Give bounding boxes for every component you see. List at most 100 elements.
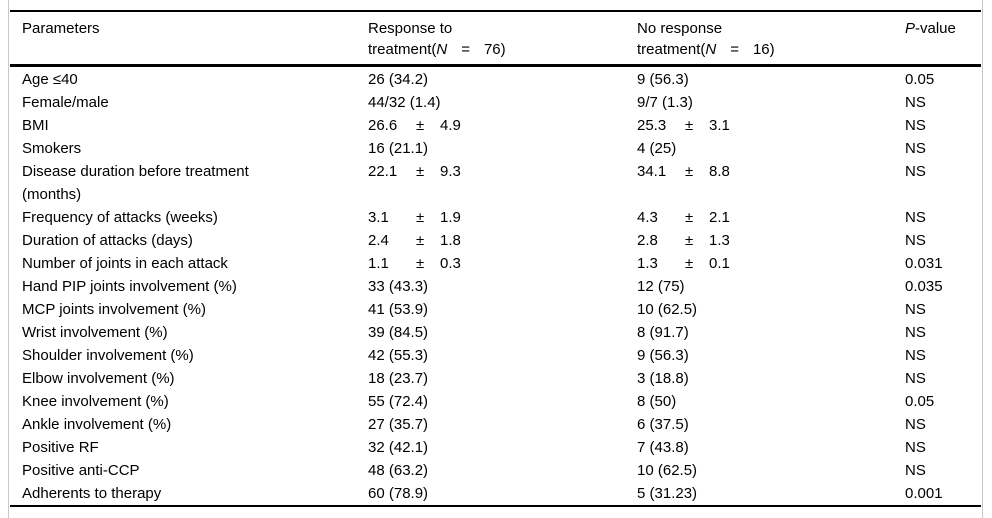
parameter-cell: MCP joints involvement (%) (22, 301, 206, 318)
parameter-cell: Shoulder involvement (%) (22, 347, 194, 364)
table-row: BMI 26.6 ±4.9 25.3 ±3.1 NS (22, 114, 981, 137)
table-row: Age ≤40 26 (34.2) 9 (56.3) 0.05 (22, 68, 981, 91)
statistics-table: Parameters Response to treatment(N = 76) N… (10, 10, 981, 507)
table-row: Duration of attacks (days) 2.4 ±1.8 2.8 ±1… (22, 229, 981, 252)
plus-minus-symbol: ± (685, 232, 694, 249)
p-value-cell: 0.031 (905, 255, 943, 272)
p-value-cell: NS (905, 439, 926, 456)
no-response-cell: 1.3 ±0.1 (637, 252, 905, 275)
table-row: Number of joints in each attack 1.1 ±0.3 … (22, 252, 981, 275)
mean-value: 22.1 (368, 163, 398, 180)
sd-value: 0.1 (709, 255, 730, 272)
p-value-cell: NS (905, 232, 926, 249)
p-value-cell: NS (905, 117, 926, 134)
mean-value: 4.3 (637, 209, 658, 226)
table-row: Female/male 44/32 (1.4) 9/7 (1.3) NS (22, 91, 981, 114)
no-response-cell: 8 (50) (637, 393, 677, 410)
parameter-cell: Knee involvement (%) (22, 393, 169, 410)
no-response-cell: 25.3 ±3.1 (637, 114, 905, 137)
mean-value: 1.3 (637, 255, 658, 272)
p-value-cell: NS (905, 324, 926, 341)
parameter-cell: Female/male (22, 94, 109, 111)
table-row: Shoulder involvement (%) 42 (55.3) 9 (56… (22, 344, 981, 367)
table-row: Frequency of attacks (weeks) 3.1 ±1.9 4.3… (22, 206, 981, 229)
no-response-cell: 12 (75) (637, 278, 685, 295)
table-row: Wrist involvement (%) 39 (84.5) 8 (91.7)… (22, 321, 981, 344)
table-row: Smokers 16 (21.1) 4 (25) NS (22, 137, 981, 160)
mean-value: 2.4 (368, 232, 389, 249)
parameter-cell: Positive RF (22, 439, 99, 456)
table-row: Positive RF 32 (42.1) 7 (43.8) NS (22, 436, 981, 459)
mean-value: 34.1 (637, 163, 667, 180)
parameters-column-header: Parameters (22, 20, 100, 37)
mean-value: 3.1 (368, 209, 389, 226)
plus-minus-symbol: ± (685, 209, 694, 226)
mean-value: 26.6 (368, 117, 398, 134)
p-value-header-rest: -value (915, 20, 956, 37)
no-response-cell: 5 (31.23) (637, 485, 698, 502)
response-cell: 60 (78.9) (368, 485, 429, 502)
sd-value: 4.9 (440, 117, 461, 134)
response-header-line1: Response to (368, 20, 453, 37)
response-cell: 44/32 (1.4) (368, 94, 441, 111)
sd-value: 8.8 (709, 163, 730, 180)
response-cell: 16 (21.1) (368, 140, 429, 157)
response-cell: 27 (35.7) (368, 416, 429, 433)
response-cell: 41 (53.9) (368, 301, 429, 318)
no-response-cell: 3 (18.8) (637, 370, 689, 387)
response-cell: 3.1 ±1.9 (368, 206, 637, 229)
table-row: Hand PIP joints involvement (%) 33 (43.3… (22, 275, 981, 298)
parameter-cell: BMI (22, 117, 49, 134)
plus-minus-symbol: ± (416, 255, 425, 272)
sd-value: 3.1 (709, 117, 730, 134)
p-value-cell: NS (905, 462, 926, 479)
p-value-cell: NS (905, 140, 926, 157)
no-response-cell: 4.3 ±2.1 (637, 206, 905, 229)
parameter-cell: Disease duration before treatment (month… (22, 163, 249, 203)
table-row: Elbow involvement (%) 18 (23.7) 3 (18.8)… (22, 367, 981, 390)
response-cell: 39 (84.5) (368, 324, 429, 341)
parameter-cell: Adherents to therapy (22, 485, 162, 502)
response-column-header: Response to treatment(N = 76) (368, 18, 637, 60)
table-row: Adherents to therapy 60 (78.9) 5 (31.23)… (22, 482, 981, 505)
no-response-cell: 9/7 (1.3) (637, 94, 693, 111)
response-header-line2-pre: treatment( (368, 41, 437, 58)
no-response-cell: 2.8 ±1.3 (637, 229, 905, 252)
p-value-cell: NS (905, 94, 926, 111)
parameter-cell: Number of joints in each attack (22, 255, 228, 272)
no-response-cell: 9 (56.3) (637, 71, 689, 88)
response-cell: 26 (34.2) (368, 71, 429, 88)
response-cell: 55 (72.4) (368, 393, 429, 410)
no-response-header-n: N (705, 41, 717, 58)
table-top-rule (10, 10, 981, 12)
response-header-equals: = (461, 41, 470, 58)
p-value-cell: NS (905, 301, 926, 318)
parameter-cell: Ankle involvement (%) (22, 416, 172, 433)
plus-minus-symbol: ± (685, 117, 694, 134)
no-response-cell: 34.1 ±8.8 (637, 160, 905, 206)
response-cell: 2.4 ±1.8 (368, 229, 637, 252)
table-row: MCP joints involvement (%) 41 (53.9) 10 … (22, 298, 981, 321)
p-value-header-p: P (905, 20, 916, 37)
parameter-cell: Duration of attacks (days) (22, 232, 193, 249)
sd-value: 1.3 (709, 232, 730, 249)
response-cell: 18 (23.7) (368, 370, 429, 387)
mean-value: 1.1 (368, 255, 389, 272)
parameter-cell: Hand PIP joints involvement (%) (22, 278, 237, 295)
plus-minus-symbol: ± (416, 117, 425, 134)
no-response-cell: 10 (62.5) (637, 462, 698, 479)
plus-minus-symbol: ± (416, 209, 425, 226)
response-cell: 1.1 ±0.3 (368, 252, 637, 275)
table-body: Age ≤40 26 (34.2) 9 (56.3) 0.05 Female/m… (10, 67, 981, 505)
response-cell: 33 (43.3) (368, 278, 429, 295)
p-value-cell: 0.035 (905, 278, 943, 295)
mean-value: 2.8 (637, 232, 658, 249)
parameter-cell: Age ≤40 (22, 71, 78, 88)
response-cell: 26.6 ±4.9 (368, 114, 637, 137)
no-response-header-count: 16) (752, 41, 775, 58)
p-value-cell: NS (905, 416, 926, 433)
parameter-cell: Wrist involvement (%) (22, 324, 168, 341)
p-value-cell: NS (905, 347, 926, 364)
parameter-cell: Frequency of attacks (weeks) (22, 209, 218, 226)
response-cell: 22.1 ±9.3 (368, 160, 637, 206)
